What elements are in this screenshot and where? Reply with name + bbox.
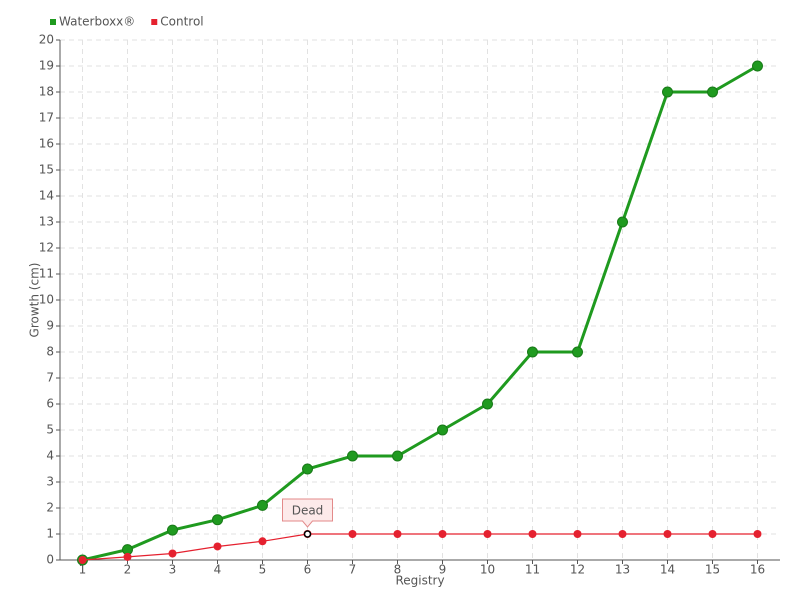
data-point	[528, 530, 537, 538]
y-tick-label: 8	[46, 345, 54, 359]
x-tick-label: 16	[750, 563, 765, 577]
annotation-box	[282, 498, 333, 528]
x-tick-label: 3	[169, 563, 177, 577]
y-tick-label: 5	[46, 423, 54, 437]
y-tick-label: 4	[46, 449, 54, 463]
data-point	[753, 530, 762, 538]
data-point	[212, 514, 223, 526]
y-tick-label: 1	[46, 527, 54, 541]
data-point	[663, 530, 672, 538]
x-tick-label: 5	[259, 563, 267, 577]
x-axis-label: Registry	[395, 574, 444, 588]
data-point	[617, 216, 628, 228]
x-tick-label: 12	[570, 563, 585, 577]
data-point	[257, 499, 268, 511]
x-tick-label: 14	[660, 563, 675, 577]
y-tick-label: 17	[39, 111, 54, 125]
y-tick-label: 12	[39, 241, 54, 255]
data-point	[437, 424, 448, 436]
y-tick-label: 11	[39, 267, 54, 281]
x-tick-label: 2	[124, 563, 132, 577]
data-point	[573, 530, 582, 538]
data-point	[393, 530, 402, 538]
legend-label: Control	[160, 15, 203, 29]
y-tick-label: 15	[39, 163, 54, 177]
data-point	[78, 556, 87, 564]
data-point	[482, 398, 493, 410]
data-point	[572, 346, 583, 358]
x-tick-label: 6	[304, 563, 312, 577]
data-point	[438, 530, 447, 538]
y-tick-label: 14	[39, 189, 54, 203]
data-point	[123, 552, 132, 561]
y-tick-label: 7	[46, 371, 54, 385]
data-point	[213, 542, 222, 551]
annotation-point	[303, 530, 312, 538]
data-point	[708, 530, 717, 538]
data-point	[527, 346, 538, 358]
y-tick-label: 10	[39, 293, 54, 307]
data-point	[707, 86, 718, 98]
series-line	[82, 64, 759, 562]
data-point	[168, 549, 177, 558]
x-tick-label: 10	[480, 563, 495, 577]
data-point	[348, 530, 357, 538]
x-tick-label: 8	[394, 563, 402, 577]
x-tick-label: 9	[439, 563, 447, 577]
x-tick-label: 1	[79, 563, 87, 577]
data-point	[167, 524, 178, 536]
data-point	[752, 60, 763, 72]
legend-label: Waterboxx®	[59, 15, 135, 29]
y-axis-label: Growth (cm)	[28, 263, 42, 338]
y-tick-label: 16	[39, 137, 54, 151]
legend-swatch	[151, 19, 158, 25]
x-tick-label: 4	[214, 563, 222, 577]
y-tick-label: 13	[39, 215, 54, 229]
x-tick-label: 7	[349, 563, 357, 577]
data-point	[483, 530, 492, 538]
legend-swatch	[50, 19, 56, 25]
y-tick-label: 3	[46, 475, 54, 489]
y-tick-label: 9	[46, 319, 54, 333]
y-tick-label: 2	[46, 501, 54, 515]
data-point	[662, 86, 673, 98]
y-tick-label: 18	[39, 85, 54, 99]
data-point	[347, 450, 358, 462]
y-tick-label: 19	[39, 59, 54, 73]
data-point	[302, 463, 313, 475]
data-point	[392, 450, 403, 462]
y-tick-label: 6	[46, 397, 54, 411]
y-tick-label: 20	[39, 33, 54, 47]
x-tick-label: 11	[525, 563, 540, 577]
y-tick-label: 0	[46, 553, 54, 567]
data-point	[618, 530, 627, 538]
annotation-text: Dead	[292, 504, 324, 518]
series-line	[82, 533, 758, 561]
x-tick-label: 15	[705, 563, 720, 577]
data-point	[258, 537, 267, 546]
x-tick-label: 13	[615, 563, 630, 577]
